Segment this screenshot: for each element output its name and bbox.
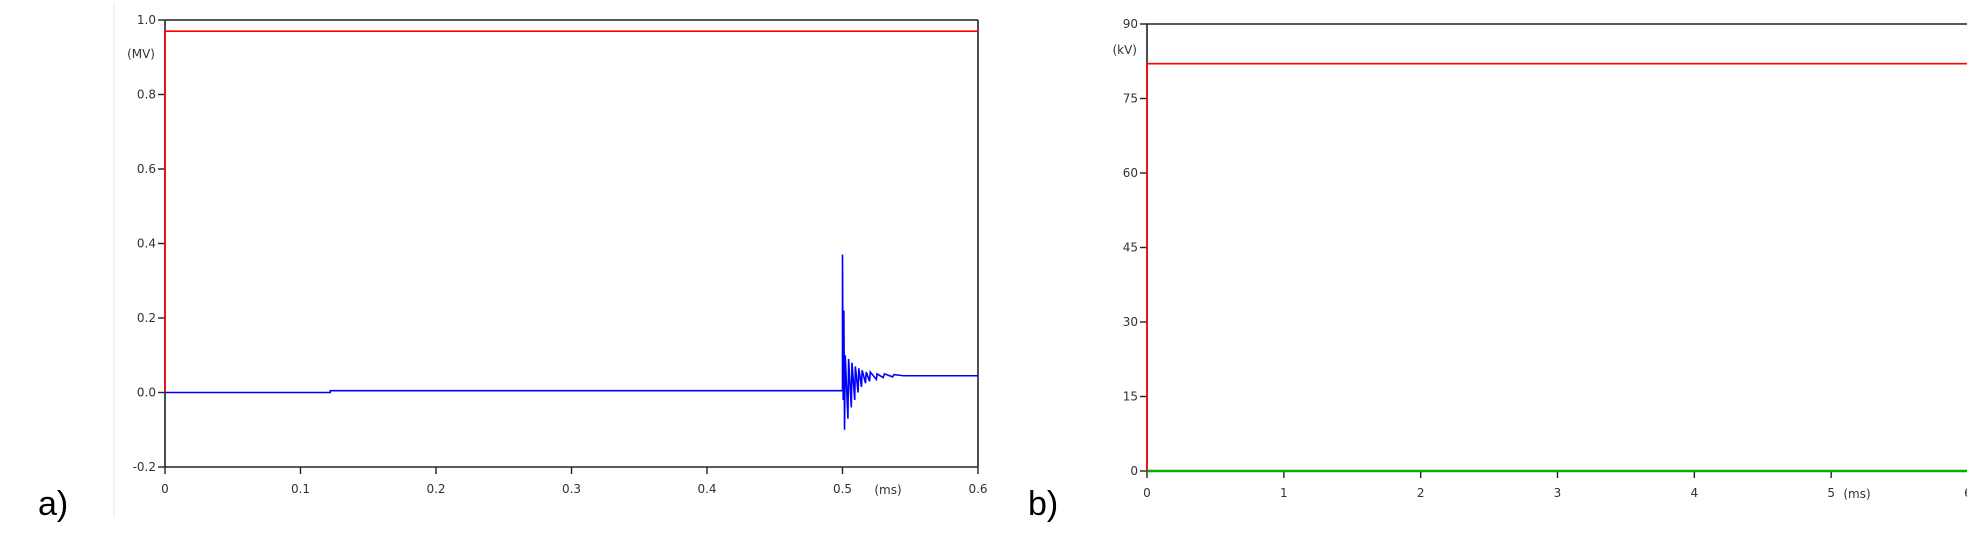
y-tick-label: 0.8	[137, 88, 156, 102]
x-axis-unit: (ms)	[874, 483, 901, 497]
series-red-line	[1146, 62, 1967, 471]
x-tick-label: 6	[1964, 486, 1967, 500]
x-tick-label: 2	[1417, 486, 1425, 500]
x-tick-label: 3	[1554, 486, 1562, 500]
x-tick-label: 0	[1143, 486, 1151, 500]
x-tick-label: 0	[161, 482, 169, 496]
panel-b: 90756045301500123456(kV)(ms)b)	[1028, 17, 1967, 523]
panel-a: 1.0 0.8 0.6 0.4 0.2 0.0 -0.2 0 0.1 0.2 0.3 0.4 0.5 0.…	[38, 13, 988, 523]
x-tick-label: 5	[1827, 486, 1835, 500]
x-tick-label: 0.2	[426, 482, 445, 496]
y-tick-label: 45	[1123, 241, 1138, 255]
x-tick-label: 0.1	[291, 482, 310, 496]
y-tick-label: 0	[1130, 464, 1138, 478]
y-tick-label: 0.0	[137, 386, 156, 400]
y-tick-label: 0.2	[137, 311, 156, 325]
y-tick-label: 90	[1123, 17, 1138, 31]
panel-label: b)	[1028, 485, 1058, 523]
y-tick-label: -0.2	[133, 460, 156, 474]
series-blue-line	[165, 254, 978, 430]
x-tick-label: 0.5	[833, 482, 852, 496]
series-red-line	[164, 30, 978, 393]
y-axis-unit: (kV)	[1112, 43, 1137, 57]
x-tick-label: 0.6	[968, 482, 987, 496]
x-tick-label: 0.4	[697, 482, 716, 496]
y-tick-label: 0.4	[137, 237, 156, 251]
y-tick-label: 1.0	[137, 13, 156, 27]
x-axis-unit: (ms)	[1843, 487, 1870, 501]
x-tick-label: 4	[1691, 486, 1699, 500]
y-axis-unit: (MV)	[127, 47, 155, 61]
y-tick-label: 15	[1123, 390, 1138, 404]
x-tick-label: 0.3	[562, 482, 581, 496]
y-tick-label: 60	[1123, 166, 1138, 180]
panel-label: a)	[38, 485, 68, 523]
y-tick-label: 30	[1123, 315, 1138, 329]
y-tick-label: 0.6	[137, 162, 156, 176]
y-tick-label: 75	[1123, 92, 1138, 106]
x-tick-label: 1	[1280, 486, 1288, 500]
